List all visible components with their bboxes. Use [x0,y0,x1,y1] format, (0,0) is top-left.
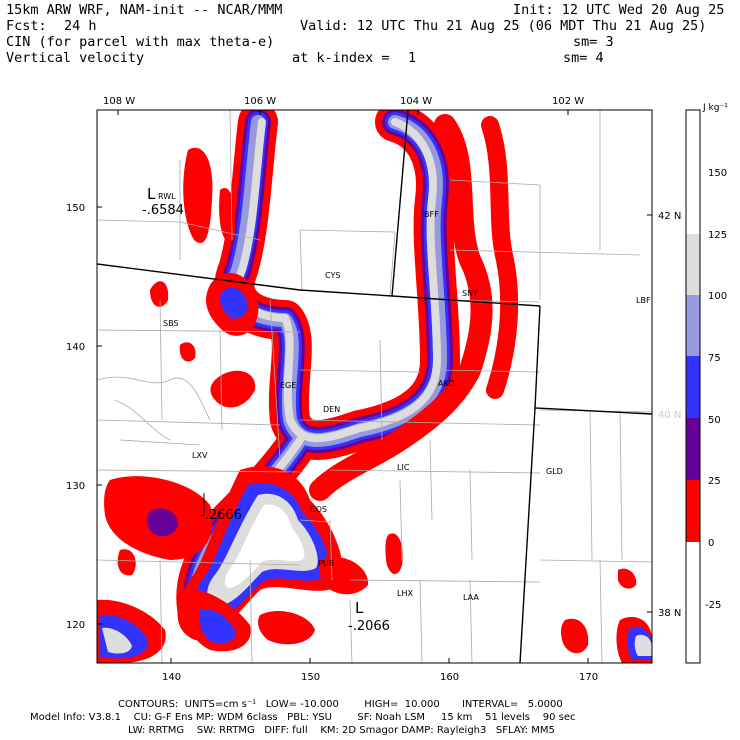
colorbar-tick-100: 100 [708,291,727,302]
station-cys: CYS [325,271,340,280]
colorbar-tick-0: 0 [708,538,714,549]
station-ako: AKO [438,379,455,388]
model-title: 15km ARW WRF, NAM-init -- NCAR/MMM [6,2,283,18]
west-patch-1 [183,147,213,244]
model-info-line-2: LW: RRTMG SW: RRTMG DIFF: full KM: 2D Sm… [128,725,555,736]
map-frame [96,109,653,664]
east-patch-4-gray [634,634,652,656]
lat-label-42n: 42 N [658,211,681,222]
lon-label-104w: 104 W [400,96,432,107]
ssw-red-2 [318,556,369,595]
grid-y-label-150: 150 [66,203,85,214]
init-time: Init: 12 UTC Wed 20 Aug 25 [513,2,725,18]
station-lbf: LBF [636,296,651,305]
colorbar-tick-125: 125 [708,230,727,241]
state-lines [97,110,652,663]
colorbar-tick-75: 75 [708,353,721,364]
kindex-label: at k-index = [292,50,390,66]
forecast-label: Fcst: [6,18,47,34]
west-patch-6 [210,370,256,408]
colorbar-tick-minus25: -25 [705,600,721,611]
low-2-letter: L [355,599,364,617]
east-patch-1 [385,533,403,575]
lat-label-40n: 40 N [658,410,681,421]
east-band-2 [481,116,519,399]
grid-x-label-150: 150 [301,672,320,683]
grid-y-label-140: 140 [66,342,85,353]
smoothing-2: sm= 4 [563,50,604,66]
colorbar-tick-50: 50 [708,415,721,426]
west-patch-3-blue [219,287,248,319]
sw-corner-gray [102,627,132,654]
grid-y-label-130: 130 [66,481,85,492]
lat-label-38n: 38 N [658,608,681,619]
south-blob-white [225,504,305,588]
station-den: DEN [323,405,340,414]
station-lic: LIC [397,463,410,472]
station-gld: GLD [546,467,563,476]
forecast-hour: 24 h [64,18,97,34]
low-1-letter: L [147,185,156,203]
colorbar [685,109,701,664]
sgw-blue [199,609,236,644]
west-patch-7-purple [147,508,178,537]
cin-shading [97,110,652,663]
station-sny: SNY [462,289,478,298]
valid-time: Valid: 12 UTC Thu 21 Aug 25 (06 MDT Thu … [300,18,707,34]
east-band-1 [309,114,493,501]
colorbar-band-75-100 [686,295,700,356]
field-vv-title: Vertical velocity [6,50,145,66]
station-cos: COS [310,505,327,514]
colorbar-band-100-125 [686,234,700,295]
low-1-station: RWL [158,192,176,201]
station-lhx: LHX [397,589,413,598]
lon-label-108w: 108 W [103,96,135,107]
low-3-value: -.2666 [200,508,242,523]
colorbar-band-50-75 [686,356,700,418]
station-pub: PUB [318,559,334,568]
ssw-red [258,610,315,645]
kindex-value: 1 [408,50,417,66]
grid-y-label-120: 120 [66,620,85,631]
model-info-line-1: Model Info: V3.8.1 CU: G-F Ens MP: WDM 6… [30,712,576,723]
grid-x-label-140: 140 [162,672,181,683]
colorbar-tick-25: 25 [708,476,721,487]
frame-ticks [97,110,652,663]
station-bff: BFF [424,210,439,219]
station-lxv: LXV [192,451,208,460]
smoothing-1: sm= 3 [573,34,614,50]
station-ege: EGE [280,381,296,390]
station-sbs: SBS [163,319,179,328]
grid-x-label-160: 160 [440,672,459,683]
county-lines [97,110,652,663]
colorbar-tick-150: 150 [708,168,727,179]
lon-label-106w: 106 W [244,96,276,107]
east-patch-3 [618,568,637,589]
colorbar-units: J kg⁻¹ [703,103,728,113]
lon-label-102w: 102 W [552,96,584,107]
west-patch-8 [117,549,136,576]
field-cin-title: CIN (for parcel with max theta-e) [6,34,275,50]
east-patch-2 [561,618,589,654]
grid-x-label-170: 170 [579,672,598,683]
low-1-value: -.6584 [142,203,184,218]
colorbar-band-0-25 [686,480,700,542]
west-patch-5 [179,342,196,362]
west-patch-4 [150,281,169,307]
colorbar-band-25-50 [686,418,700,480]
contour-info: CONTOURS: UNITS=cm s⁻¹ LOW= -10.000 HIGH… [118,699,563,710]
station-laa: LAA [463,593,479,602]
low-2-value: -.2066 [348,619,390,634]
